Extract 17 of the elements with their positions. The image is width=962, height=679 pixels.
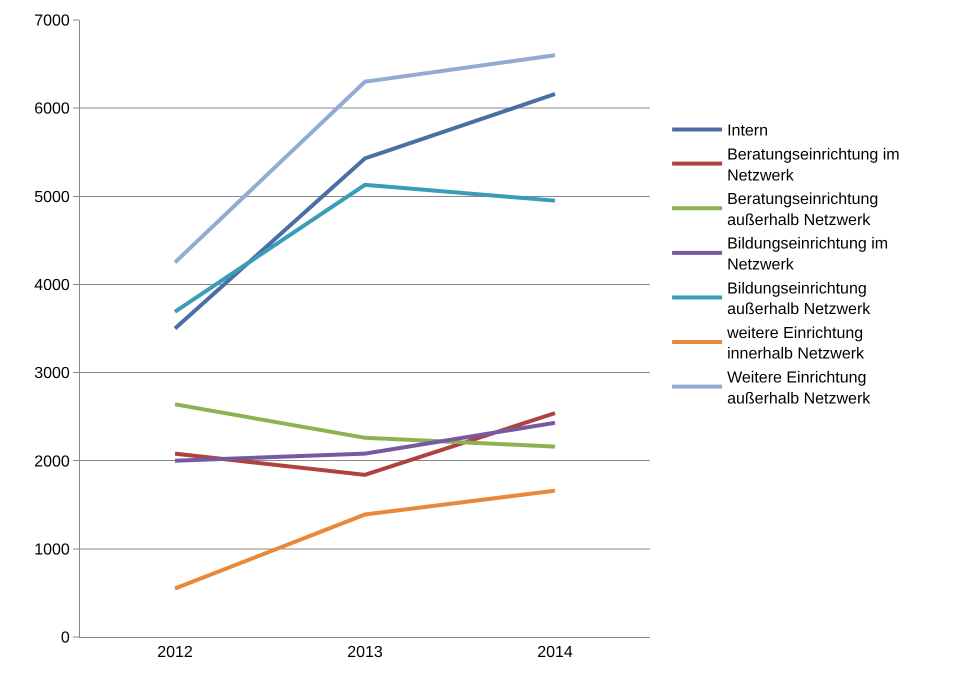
- y-tick-label: 6000: [34, 100, 70, 118]
- legend-label: weitere Einrichtung innerhalb Netzwerk: [726, 324, 866, 363]
- legend-label: Bildungseinrichtung im Netzwerk: [727, 236, 888, 274]
- legend-label: Beratungseinrichtung im Netzwerk: [727, 146, 900, 184]
- y-tick-label: 4000: [34, 277, 70, 294]
- y-tick-label: 7000: [34, 12, 70, 30]
- y-tick-label: 2000: [34, 453, 70, 470]
- y-tick-label: 3000: [34, 365, 70, 382]
- y-tick-label: 5000: [34, 188, 70, 206]
- x-tick-label: 2013: [347, 644, 383, 662]
- legend-label: Intern: [727, 122, 768, 140]
- legend-label: Weitere Einrichtung außerhalb Netzwerk: [727, 369, 872, 408]
- x-tick-label: 2014: [537, 644, 573, 662]
- legend-label: Beratungseinrichtung außerhalb Netzwerk: [727, 191, 878, 229]
- x-tick-label: 2012: [157, 644, 193, 662]
- y-tick-label: 0: [60, 630, 70, 647]
- y-tick-label: 1000: [34, 541, 70, 558]
